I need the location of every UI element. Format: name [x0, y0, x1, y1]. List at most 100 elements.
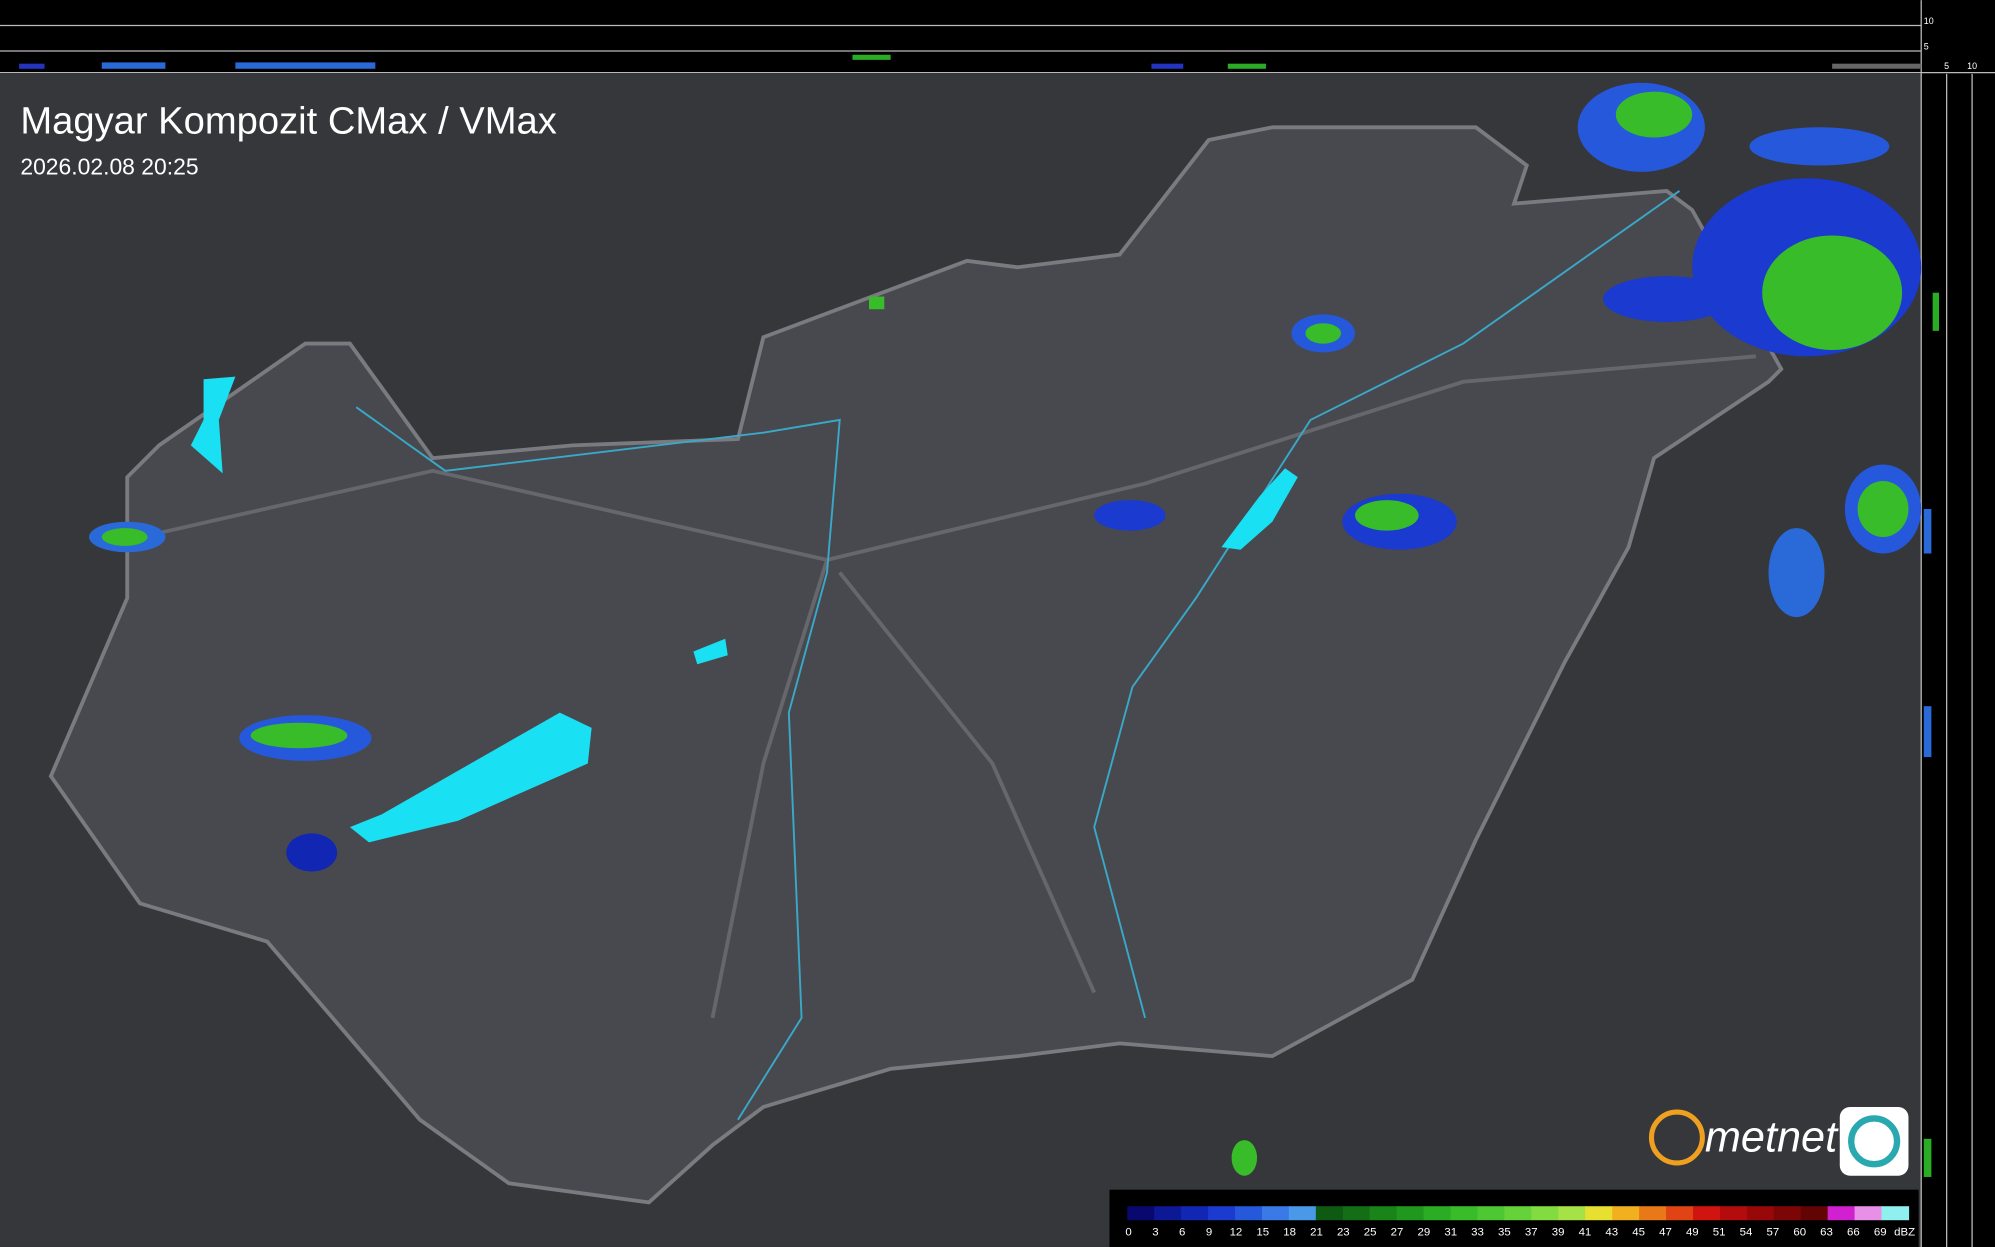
strip-echo	[1932, 292, 1940, 331]
legend-label: 39	[1552, 1226, 1565, 1238]
legend-label: 21	[1310, 1226, 1323, 1238]
lake	[693, 638, 728, 665]
river	[355, 406, 841, 1121]
lake	[349, 712, 592, 843]
echo	[1749, 127, 1890, 166]
legend-label: 12	[1230, 1226, 1243, 1238]
legend-swatch	[1746, 1206, 1775, 1221]
strip-echo	[19, 63, 45, 69]
timestamp: 2026.02.08 20:25	[20, 153, 198, 179]
legend-swatch	[1369, 1206, 1398, 1221]
legend-swatch	[1692, 1206, 1721, 1221]
legend-label: 43	[1605, 1226, 1618, 1238]
echo	[1603, 276, 1731, 322]
legend-swatch	[1531, 1206, 1559, 1221]
legend-label: 27	[1391, 1226, 1404, 1238]
echo	[1762, 235, 1903, 350]
legend-swatch	[1450, 1206, 1479, 1221]
legend-label: 54	[1740, 1226, 1753, 1238]
scale-label: 5	[1944, 61, 1949, 71]
strip-echo	[1923, 706, 1932, 758]
scale-label: 10	[1967, 61, 1977, 71]
legend-label: 35	[1498, 1226, 1511, 1238]
legend-swatch	[1261, 1206, 1290, 1221]
legend-label: 31	[1444, 1226, 1457, 1238]
legend-swatch	[1396, 1206, 1425, 1221]
logo-text: metnet	[1705, 1114, 1839, 1162]
legend-swatch	[1423, 1206, 1452, 1221]
legend-swatch	[1127, 1206, 1155, 1221]
road	[152, 354, 1756, 562]
logo-sun	[1648, 1109, 1705, 1166]
legend-unit: dBZ	[1894, 1226, 1915, 1238]
legend-swatch	[1854, 1206, 1883, 1221]
legend-swatch	[1342, 1206, 1371, 1221]
echo	[250, 722, 348, 749]
scale-label: 10	[1924, 16, 1934, 26]
strip-echo	[1151, 63, 1184, 69]
legend-swatch	[1208, 1206, 1236, 1221]
legend: 0 3 6 9 12 15 18 21 23 25 27 29 31 33 35 37 39 41 43 45 47 49…	[1125, 1206, 1915, 1238]
strip-echo	[235, 62, 376, 69]
legend-swatch	[1235, 1206, 1263, 1221]
echo	[1355, 500, 1419, 531]
legend-label: 51	[1713, 1226, 1726, 1238]
strip-echo	[1227, 63, 1266, 69]
legend-label: 37	[1525, 1226, 1538, 1238]
legend-swatch	[1315, 1206, 1344, 1221]
legend-swatch	[1288, 1206, 1317, 1221]
echo	[1857, 481, 1909, 537]
lake	[1221, 468, 1298, 550]
echo	[1768, 528, 1825, 618]
echo	[101, 528, 148, 546]
legend-label: 66	[1847, 1226, 1860, 1238]
legend-label: 69	[1874, 1226, 1887, 1238]
legend-swatch	[1477, 1206, 1506, 1221]
echoes	[89, 82, 1922, 1176]
legend-label: 45	[1632, 1226, 1645, 1238]
legend-swatch	[1881, 1206, 1910, 1221]
legend-label: 47	[1659, 1226, 1672, 1238]
river	[1093, 190, 1681, 1019]
legend-swatch	[1666, 1206, 1694, 1221]
strip-echo	[852, 54, 891, 60]
logo: metnet	[1648, 1106, 1909, 1176]
echo	[868, 296, 885, 310]
legend-label: 15	[1256, 1226, 1269, 1238]
legend-swatch	[1181, 1206, 1209, 1221]
scale-label: 5	[1924, 42, 1929, 52]
legend-label: 3	[1152, 1226, 1158, 1238]
legend-label: 0	[1125, 1226, 1131, 1238]
title: Magyar Kompozit CMax / VMax	[20, 100, 556, 143]
legend-label: 25	[1364, 1226, 1377, 1238]
legend-label: 60	[1793, 1226, 1806, 1238]
legend-label: 6	[1179, 1226, 1185, 1238]
legend-label: 18	[1283, 1226, 1296, 1238]
lake	[190, 376, 236, 474]
legend-swatch	[1773, 1206, 1802, 1221]
strip-echo	[1832, 63, 1922, 69]
legend-label: 29	[1417, 1226, 1430, 1238]
legend-swatch	[1612, 1206, 1640, 1221]
strip-echo	[101, 62, 166, 69]
echo	[1615, 91, 1693, 138]
legend-label: 33	[1471, 1226, 1484, 1238]
echo	[286, 833, 338, 872]
legend-swatch	[1827, 1206, 1856, 1221]
legend-label: 49	[1686, 1226, 1699, 1238]
strip-echo	[1923, 508, 1932, 554]
echo	[1305, 323, 1342, 344]
legend-label: 9	[1206, 1226, 1212, 1238]
legend-swatch	[1719, 1206, 1748, 1221]
echo	[1231, 1140, 1258, 1176]
legend-swatch	[1558, 1206, 1586, 1221]
road	[710, 559, 829, 1019]
legend-swatch	[1154, 1206, 1182, 1221]
echo	[1094, 500, 1166, 531]
legend-label: 23	[1337, 1226, 1350, 1238]
strip-echo	[1923, 1138, 1932, 1177]
logo-swirl	[1848, 1115, 1901, 1168]
legend-label: 41	[1579, 1226, 1592, 1238]
legend-label: 57	[1766, 1226, 1779, 1238]
